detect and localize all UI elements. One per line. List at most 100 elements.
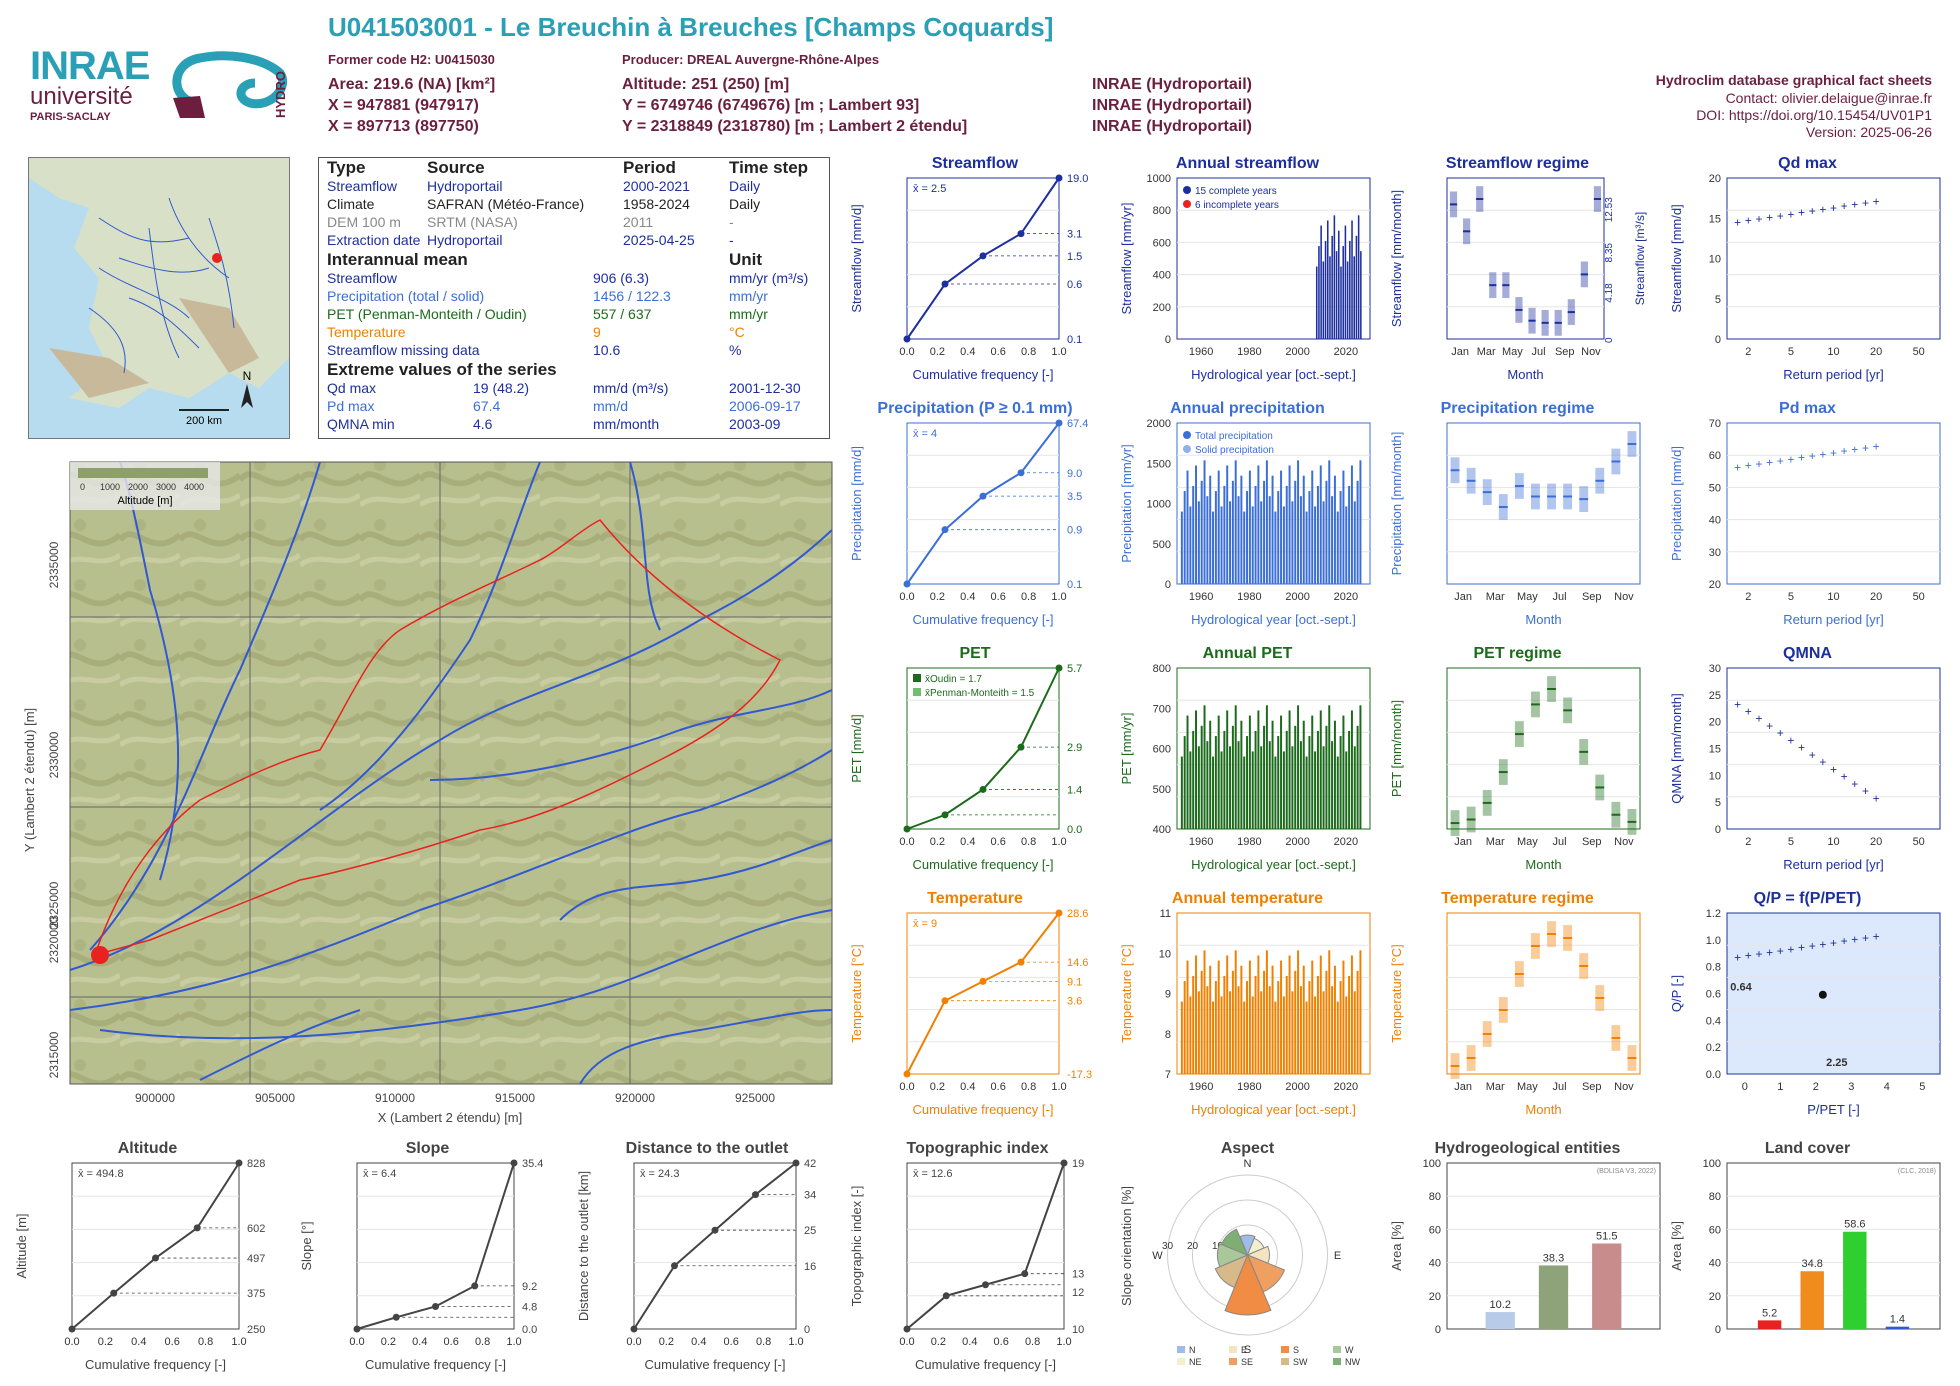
col-period: Period (623, 158, 676, 177)
y-tick: 2330000 (47, 731, 61, 778)
altitude-xlabel: Cumulative frequency [-] (85, 1357, 226, 1372)
annual_streamflow-bar (1326, 220, 1329, 339)
x-tick-label: 0.4 (962, 1336, 977, 1348)
annual_pet-bar (1260, 746, 1263, 829)
right-tick-label: 0.1 (1067, 334, 1082, 346)
x-tick-label: 50 (1913, 591, 1925, 603)
table-cell: mm/d (m³/s) (593, 380, 669, 396)
annual_precip-bar (1265, 460, 1268, 584)
temp_fdc-chart: Temperature Cumulative frequency [-] Tempe… (849, 890, 1092, 1117)
precip_fdc-chart: Precipitation (P ≥ 0.1 mm) Cumulative fre… (849, 400, 1088, 627)
pet_regime-xlabel: Month (1525, 857, 1561, 872)
annual_temp-bar (1246, 981, 1249, 1074)
x-tick-label: 0.8 (1021, 346, 1036, 358)
legend-label: Solid precipitation (1195, 445, 1274, 456)
table-cell: Extraction date (327, 232, 421, 248)
y-tick-label: 20 (1709, 1291, 1721, 1303)
qp_ppet-point: + (1745, 949, 1752, 963)
right-tick-label: 1.4 (1067, 784, 1082, 796)
streamflow_fdc-title: Streamflow (932, 155, 1019, 172)
right-tick-label: 3.6 (1067, 996, 1082, 1008)
x-tick-label: 2 (1813, 1081, 1819, 1093)
annual_pet-bar (1226, 710, 1229, 829)
y-tick-label: 2000 (1147, 418, 1171, 430)
table-row: Qd max 19 (48.2) mm/d (m³/s) 2001-12-30 (327, 380, 823, 398)
qmna-point: + (1809, 748, 1816, 762)
y-tick-label: 1500 (1147, 458, 1171, 470)
aspect-wedge (1214, 1254, 1249, 1289)
source-1: INRAE (Hydroportail) (1092, 76, 1252, 93)
x-tick-label: 0.0 (899, 346, 914, 358)
annual_pet-bar (1186, 715, 1189, 829)
x-tick-label: May (1517, 1081, 1538, 1093)
y-tick-label: 800 (1153, 205, 1171, 217)
x-tick-label: 0.8 (1025, 1336, 1040, 1348)
x-tick-label: 0.4 (691, 1336, 706, 1348)
streamflow_regime-plot-area (1446, 177, 1605, 340)
x-tick-label: 0.6 (991, 1081, 1006, 1093)
x-tick-label: 0.4 (960, 346, 975, 358)
inrae-logo-text: INRAE (30, 44, 150, 88)
slope-point (510, 1159, 518, 1167)
precip_regime-ylabel: Precipitation [mm/month] (1389, 432, 1404, 576)
table-row: QMNA min 4.6 mm/month 2003-09 (327, 416, 823, 434)
annual_precip-bar (1359, 460, 1362, 584)
annual_pet-bar (1203, 705, 1206, 829)
y-tick-label: 7 (1165, 1069, 1171, 1081)
topo_index-ylabel: Topographic index [-] (849, 1186, 864, 1307)
contact-link[interactable]: Contact: olivier.delaigue@inrae.fr (1725, 90, 1932, 106)
x-tick-label: 4 (1884, 1081, 1890, 1093)
x-tick-label: Mar (1477, 346, 1496, 358)
table-cell: - (729, 214, 734, 230)
annual_streamflow-bar (1351, 220, 1353, 339)
legend-swatch (1183, 431, 1191, 439)
qmna-point: + (1755, 712, 1762, 726)
annual_streamflow-bar (1315, 266, 1318, 339)
legend-label: W (1345, 1345, 1354, 1355)
annual_temp-title: Annual temperature (1172, 890, 1323, 907)
annual_temp-bar (1322, 991, 1325, 1074)
x-tick-label: 10 (1827, 836, 1839, 848)
x-tick-label: 0.2 (381, 1336, 396, 1348)
right-tick-label: 42 (804, 1158, 816, 1170)
x-lambert2e: X = 897713 (897750) (328, 118, 479, 135)
x-tick-label: 2000 (1285, 1081, 1309, 1093)
pd_max-point: + (1873, 439, 1880, 453)
pd_max-point: + (1766, 455, 1773, 469)
doi-link[interactable]: DOI: https://doi.org/10.15454/UV01P1 (1696, 107, 1932, 123)
qd_max-point: + (1851, 198, 1858, 212)
x-tick-label: 1.0 (1056, 1336, 1071, 1348)
annual_temp-bar (1203, 950, 1206, 1074)
land_cover-title: Land cover (1765, 1140, 1850, 1157)
qmna-point: + (1787, 733, 1794, 747)
qd_max-point: + (1734, 215, 1741, 229)
station-marker[interactable] (91, 946, 109, 964)
annual_precip-bar (1356, 480, 1359, 584)
annual_pet-bar (1325, 725, 1328, 829)
annual_temp-bar (1197, 991, 1200, 1074)
x-tick-label: Nov (1614, 591, 1634, 603)
table-row: Precipitation (total / solid) 1456 / 122… (327, 288, 823, 306)
annual_streamflow-ylabel: Streamflow [mm/yr] (1119, 203, 1134, 315)
y-tick-label: 50 (1709, 482, 1721, 494)
x-tick-label: 2 (1745, 591, 1751, 603)
x-tick: 915000 (495, 1091, 535, 1105)
x-tick-label: 0.0 (899, 1336, 914, 1348)
pd_max-point: + (1819, 447, 1826, 461)
legend-swatch (1183, 445, 1191, 453)
annual_precip-bar (1299, 496, 1302, 584)
annual_temp-bar (1183, 981, 1186, 1074)
y-tick-label: 10 (1159, 948, 1171, 960)
table-cell: 19 (48.2) (473, 380, 530, 396)
annual_streamflow-bar (1320, 225, 1322, 339)
bar-value-label: 5.2 (1762, 1307, 1777, 1319)
land_cover-source-note: (CLC, 2018) (1898, 1168, 1936, 1175)
altitude-ylabel: Altitude [m] (14, 1213, 29, 1278)
x-tick-label: 0.4 (960, 591, 975, 603)
table-cell: 2003-09 (729, 416, 781, 432)
annual_temp-bar (1345, 996, 1348, 1074)
database-title: Hydroclim database graphical fact sheets (1655, 72, 1932, 88)
annual_pet-bar (1342, 715, 1345, 829)
y-tick-label: 0 (1165, 334, 1171, 346)
legend-swatch (1333, 1358, 1341, 1365)
